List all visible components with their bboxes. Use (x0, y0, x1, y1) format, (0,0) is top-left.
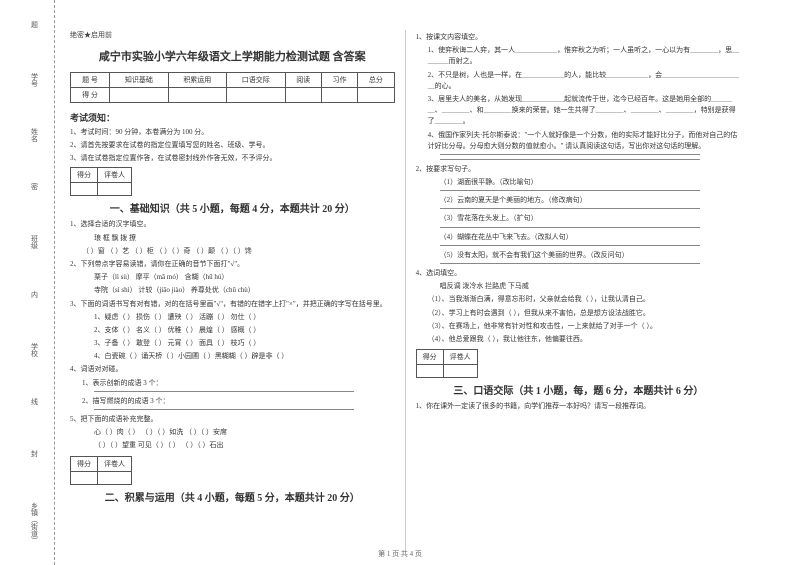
question-line: 1、表示创新的成语 3 个： (70, 378, 395, 389)
notice-item: 2、请首先按要求在试卷的指定位置填写您的姓名、班级、学号。 (70, 141, 395, 151)
question-line: （ ）（ ）望重 可见（ ）（ ） （ ）（ ）石出 (70, 440, 395, 451)
minibox-label: 评卷人 (443, 350, 477, 365)
left-column: 绝密★启用前 咸宁市实验小学六年级语文上学期能力检测试题 含答案 题 号 知识基… (60, 30, 406, 550)
answer-line[interactable] (440, 227, 700, 228)
confidential-label: 绝密★启用前 (70, 30, 395, 40)
question-line: 5、把下面的成语补充完整。 (70, 414, 395, 425)
page-container: 绝密★启用前 咸宁市实验小学六年级语文上学期能力检测试题 含答案 题 号 知识基… (0, 0, 800, 565)
question-line: 1、疑虑（ ） 损伤（ ） 遭殃（ ） 活蹦（ ） 勿仕（ ） (70, 312, 395, 323)
question-line: 寺院（sì shì） 计较（jiǎo jiào） 养尊处优（chǔ chù） (70, 285, 395, 296)
question-line: 3、子备（ ） 敢登（ ） 元宵（ ） 面具（ ） 枝巧（ ） (70, 338, 395, 349)
page-footer: 第 1 页 共 4 页 (0, 549, 800, 559)
minibox-cell[interactable] (98, 471, 132, 484)
section1-title: 一、基础知识（共 5 小题，每题 4 分，本题共计 20 分） (70, 200, 395, 215)
section2-title: 二、积累与运用（共 4 小题，每题 5 分，本题共计 20 分） (70, 489, 395, 504)
minibox-label: 得分 (71, 456, 98, 471)
score-cell[interactable] (358, 88, 394, 103)
answer-line[interactable] (440, 245, 700, 246)
minibox-cell[interactable] (71, 471, 98, 484)
question-line: （ ）窗 （ ）艺 （ ）柜 （ ）（ ）奇 （ ）颠 （ ）（ ）馋 (70, 246, 395, 257)
question-line: 1、使弈秋诲二人弈，其一人＿＿＿＿＿＿，惟弈秋之为听；一人虽听之，一心以为有＿＿… (416, 45, 742, 67)
minibox-cell[interactable] (98, 183, 132, 196)
notice-item: 1、考试时间：90 分钟，本卷满分为 100 分。 (70, 128, 395, 138)
header-cell: 总分 (358, 73, 394, 88)
score-cell[interactable] (321, 88, 357, 103)
question-line: （2）云南的夏天是个美丽的地方。（修改病句） (416, 195, 742, 206)
minibox-cell[interactable] (416, 365, 443, 378)
score-cell[interactable] (285, 88, 321, 103)
header-cell: 题 号 (71, 73, 110, 88)
question-line: 4、词语对对碰。 (70, 364, 395, 375)
score-minibox: 得分 评卷人 (70, 456, 132, 485)
question-line: 栗子（lì sù） 摩平（mā mó） 含糊（hū hú） (70, 272, 395, 283)
question-line: 3、下面的词语书写有对有错，对的在括号里画"√"，有错的在错字上打"×"，并把正… (70, 299, 395, 310)
minibox-label: 得分 (416, 350, 443, 365)
header-cell: 积累运用 (168, 73, 226, 88)
question-line: 2、描写燃烧的的成语 3 个： (70, 396, 395, 407)
score-cell[interactable] (168, 88, 226, 103)
question-line: 1、你在课外一定读了很多的书籍，向学们推荐一本好吗？请写一段推荐词。 (416, 401, 742, 412)
question-line: （1）、当我渐渐白满，得意忘形时，父亲就会给我（ ），让我认清自己。 (416, 294, 742, 305)
question-line: （2）、学习上有时会遇到（ ），但我从来不害怕，总是想方设法战胜它。 (416, 308, 742, 319)
minibox-label: 评卷人 (98, 168, 132, 183)
question-words: 唱反调 泼冷水 拦路虎 下马威 (416, 281, 742, 292)
notice-item: 3、请在试卷指定位置作答，在试卷密封线外作答无效，不予评分。 (70, 154, 395, 164)
question-line: 1、按课文内容填空。 (416, 32, 742, 43)
minibox-cell[interactable] (71, 183, 98, 196)
header-cell: 知识基础 (110, 73, 168, 88)
answer-line[interactable] (440, 154, 700, 155)
exam-title: 咸宁市实验小学六年级语文上学期能力检测试题 含答案 (70, 48, 395, 64)
table-row: 题 号 知识基础 积累运用 口语交际 阅读 习作 总分 (71, 73, 395, 88)
answer-line[interactable] (94, 409, 354, 410)
score-cell[interactable] (110, 88, 168, 103)
question-line: （4）蝴蝶在花丛中飞来飞去。（改拟人句） (416, 232, 742, 243)
minibox-label: 评卷人 (98, 456, 132, 471)
row-label: 得 分 (71, 88, 110, 103)
answer-line[interactable] (440, 159, 700, 160)
answer-line[interactable] (94, 391, 354, 392)
header-cell: 口语交际 (227, 73, 285, 88)
question-line: （3）雪花落在头发上。（扩句） (416, 213, 742, 224)
question-line: 1、选择合适的汉字填空。 (70, 219, 395, 230)
score-minibox: 得分 评卷人 (416, 349, 478, 378)
question-chars: 琅 框 飘 拨 撩 (70, 233, 395, 244)
score-table: 题 号 知识基础 积累运用 口语交际 阅读 习作 总分 得 分 (70, 72, 395, 103)
score-cell[interactable] (227, 88, 285, 103)
question-line: 2、不只是树，人也是一样，在＿＿＿＿＿＿的人，能比较＿＿＿＿＿＿，会＿＿＿＿＿＿… (416, 70, 742, 92)
question-line: 2、支体（ ） 名义（ ） 优稚（ ） 晨煌（ ） 感概（ ） (70, 325, 395, 336)
question-line: （4）、他总爱跟我（ ），我让他往东，他偏要往西。 (416, 334, 742, 345)
question-line: （3）、在赛场上，他非常有针对性和攻击性，一上来就给了对手一个（ ）。 (416, 321, 742, 332)
answer-line[interactable] (440, 208, 700, 209)
question-line: 4、俄国作家列夫·托尔斯泰说："一个人就好像是一个分数，他的实际才能好比分子，而… (416, 130, 742, 152)
question-line: 心（ ）肉（ ） （ ）（ ）如洗 （ ）（ ）安席 (70, 427, 395, 438)
header-cell: 习作 (321, 73, 357, 88)
minibox-label: 得分 (71, 168, 98, 183)
minibox-cell[interactable] (443, 365, 477, 378)
table-row: 得 分 (71, 88, 395, 103)
question-line: （1）湖面很平静。（改比喻句） (416, 177, 742, 188)
answer-line[interactable] (440, 263, 700, 264)
question-line: 3、居里夫人的美名，从她发现＿＿＿＿＿＿起就流传于世，迄今已经百年。这是她用全部… (416, 94, 742, 128)
section3-title: 三、口语交际（共 1 小题，每，题 6 分，本题共计 6 分） (416, 382, 742, 397)
question-line: 2、按要求写句子。 (416, 164, 742, 175)
answer-line[interactable] (440, 190, 700, 191)
right-column: 1、按课文内容填空。 1、使弈秋诲二人弈，其一人＿＿＿＿＿＿，惟弈秋之为听；一人… (406, 30, 752, 550)
notice-title: 考试须知： (70, 111, 395, 124)
question-line: 4、选词填空。 (416, 268, 742, 279)
header-cell: 阅读 (285, 73, 321, 88)
question-line: 2、下列带点字容易读错，请你在正确的音节下面打"√"。 (70, 259, 395, 270)
score-minibox: 得分 评卷人 (70, 167, 132, 196)
question-line: （5）没有太阳，就不会有我们这个美丽的世界。（改反问句） (416, 250, 742, 261)
question-line: 4、白瓷碗（ ）诵天桥（ ）小园圃（ ）黑糊糊（ ）辟是非（ ） (70, 351, 395, 362)
